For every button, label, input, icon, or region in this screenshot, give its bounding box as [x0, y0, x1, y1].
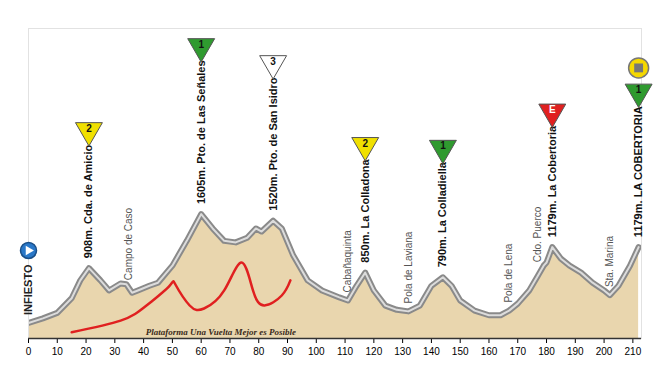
svg-text:90: 90 [282, 346, 294, 357]
svg-text:1: 1 [636, 84, 642, 95]
svg-text:INFIESTO: INFIESTO [22, 264, 34, 315]
svg-text:790m. La Colladiella: 790m. La Colladiella [436, 161, 448, 267]
svg-text:150: 150 [452, 346, 469, 357]
svg-text:850m. La Colladona: 850m. La Colladona [359, 158, 371, 262]
svg-text:Pola de Lena: Pola de Lena [503, 243, 514, 302]
svg-text:210: 210 [625, 346, 642, 357]
svg-text:110: 110 [337, 346, 353, 357]
svg-text:140: 140 [423, 346, 440, 357]
svg-text:60: 60 [196, 346, 208, 357]
svg-text:0: 0 [26, 346, 32, 357]
svg-text:130: 130 [394, 346, 411, 357]
svg-text:1179m. LA COBERTORIA: 1179m. LA COBERTORIA [632, 106, 644, 237]
svg-text:50: 50 [167, 346, 179, 357]
svg-text:20: 20 [80, 346, 92, 357]
svg-text:E: E [549, 104, 556, 115]
svg-text:Sta. Marina: Sta. Marina [604, 236, 615, 288]
svg-text:80: 80 [253, 346, 265, 357]
svg-text:70: 70 [224, 346, 236, 357]
svg-text:1179m. La Cobertoria: 1179m. La Cobertoria [546, 125, 558, 237]
svg-text:120: 120 [366, 346, 383, 357]
svg-text:100: 100 [308, 346, 325, 357]
svg-text:170: 170 [509, 346, 526, 357]
svg-text:Plataforma Una Vuelta Mejor es: Plataforma Una Vuelta Mejor es Posible [146, 327, 296, 337]
svg-text:Cabañaquinta: Cabañaquinta [342, 230, 353, 293]
svg-text:Campo de Caso: Campo de Caso [123, 207, 134, 280]
svg-text:10: 10 [52, 346, 64, 357]
svg-text:160: 160 [481, 346, 498, 357]
svg-text:40: 40 [138, 346, 150, 357]
svg-text:1: 1 [440, 140, 446, 151]
svg-text:2: 2 [86, 123, 92, 134]
svg-text:1: 1 [198, 39, 204, 50]
svg-text:908m. Cda. de Amicio: 908m. Cda. de Amicio [82, 145, 94, 259]
svg-text:190: 190 [567, 346, 584, 357]
svg-text:200: 200 [596, 346, 613, 357]
svg-text:3: 3 [270, 56, 276, 67]
svg-text:30: 30 [109, 346, 121, 357]
svg-text:1520m. Pto. de San Isidro: 1520m. Pto. de San Isidro [267, 77, 279, 211]
svg-text:2: 2 [362, 138, 368, 149]
svg-text:180: 180 [538, 346, 555, 357]
svg-text:Pola de Laviana: Pola de Laviana [403, 231, 414, 303]
svg-text:Cdo. Puerco: Cdo. Puerco [532, 206, 543, 262]
svg-text:1605m. Pto. de Las Señales: 1605m. Pto. de Las Señales [195, 60, 207, 204]
